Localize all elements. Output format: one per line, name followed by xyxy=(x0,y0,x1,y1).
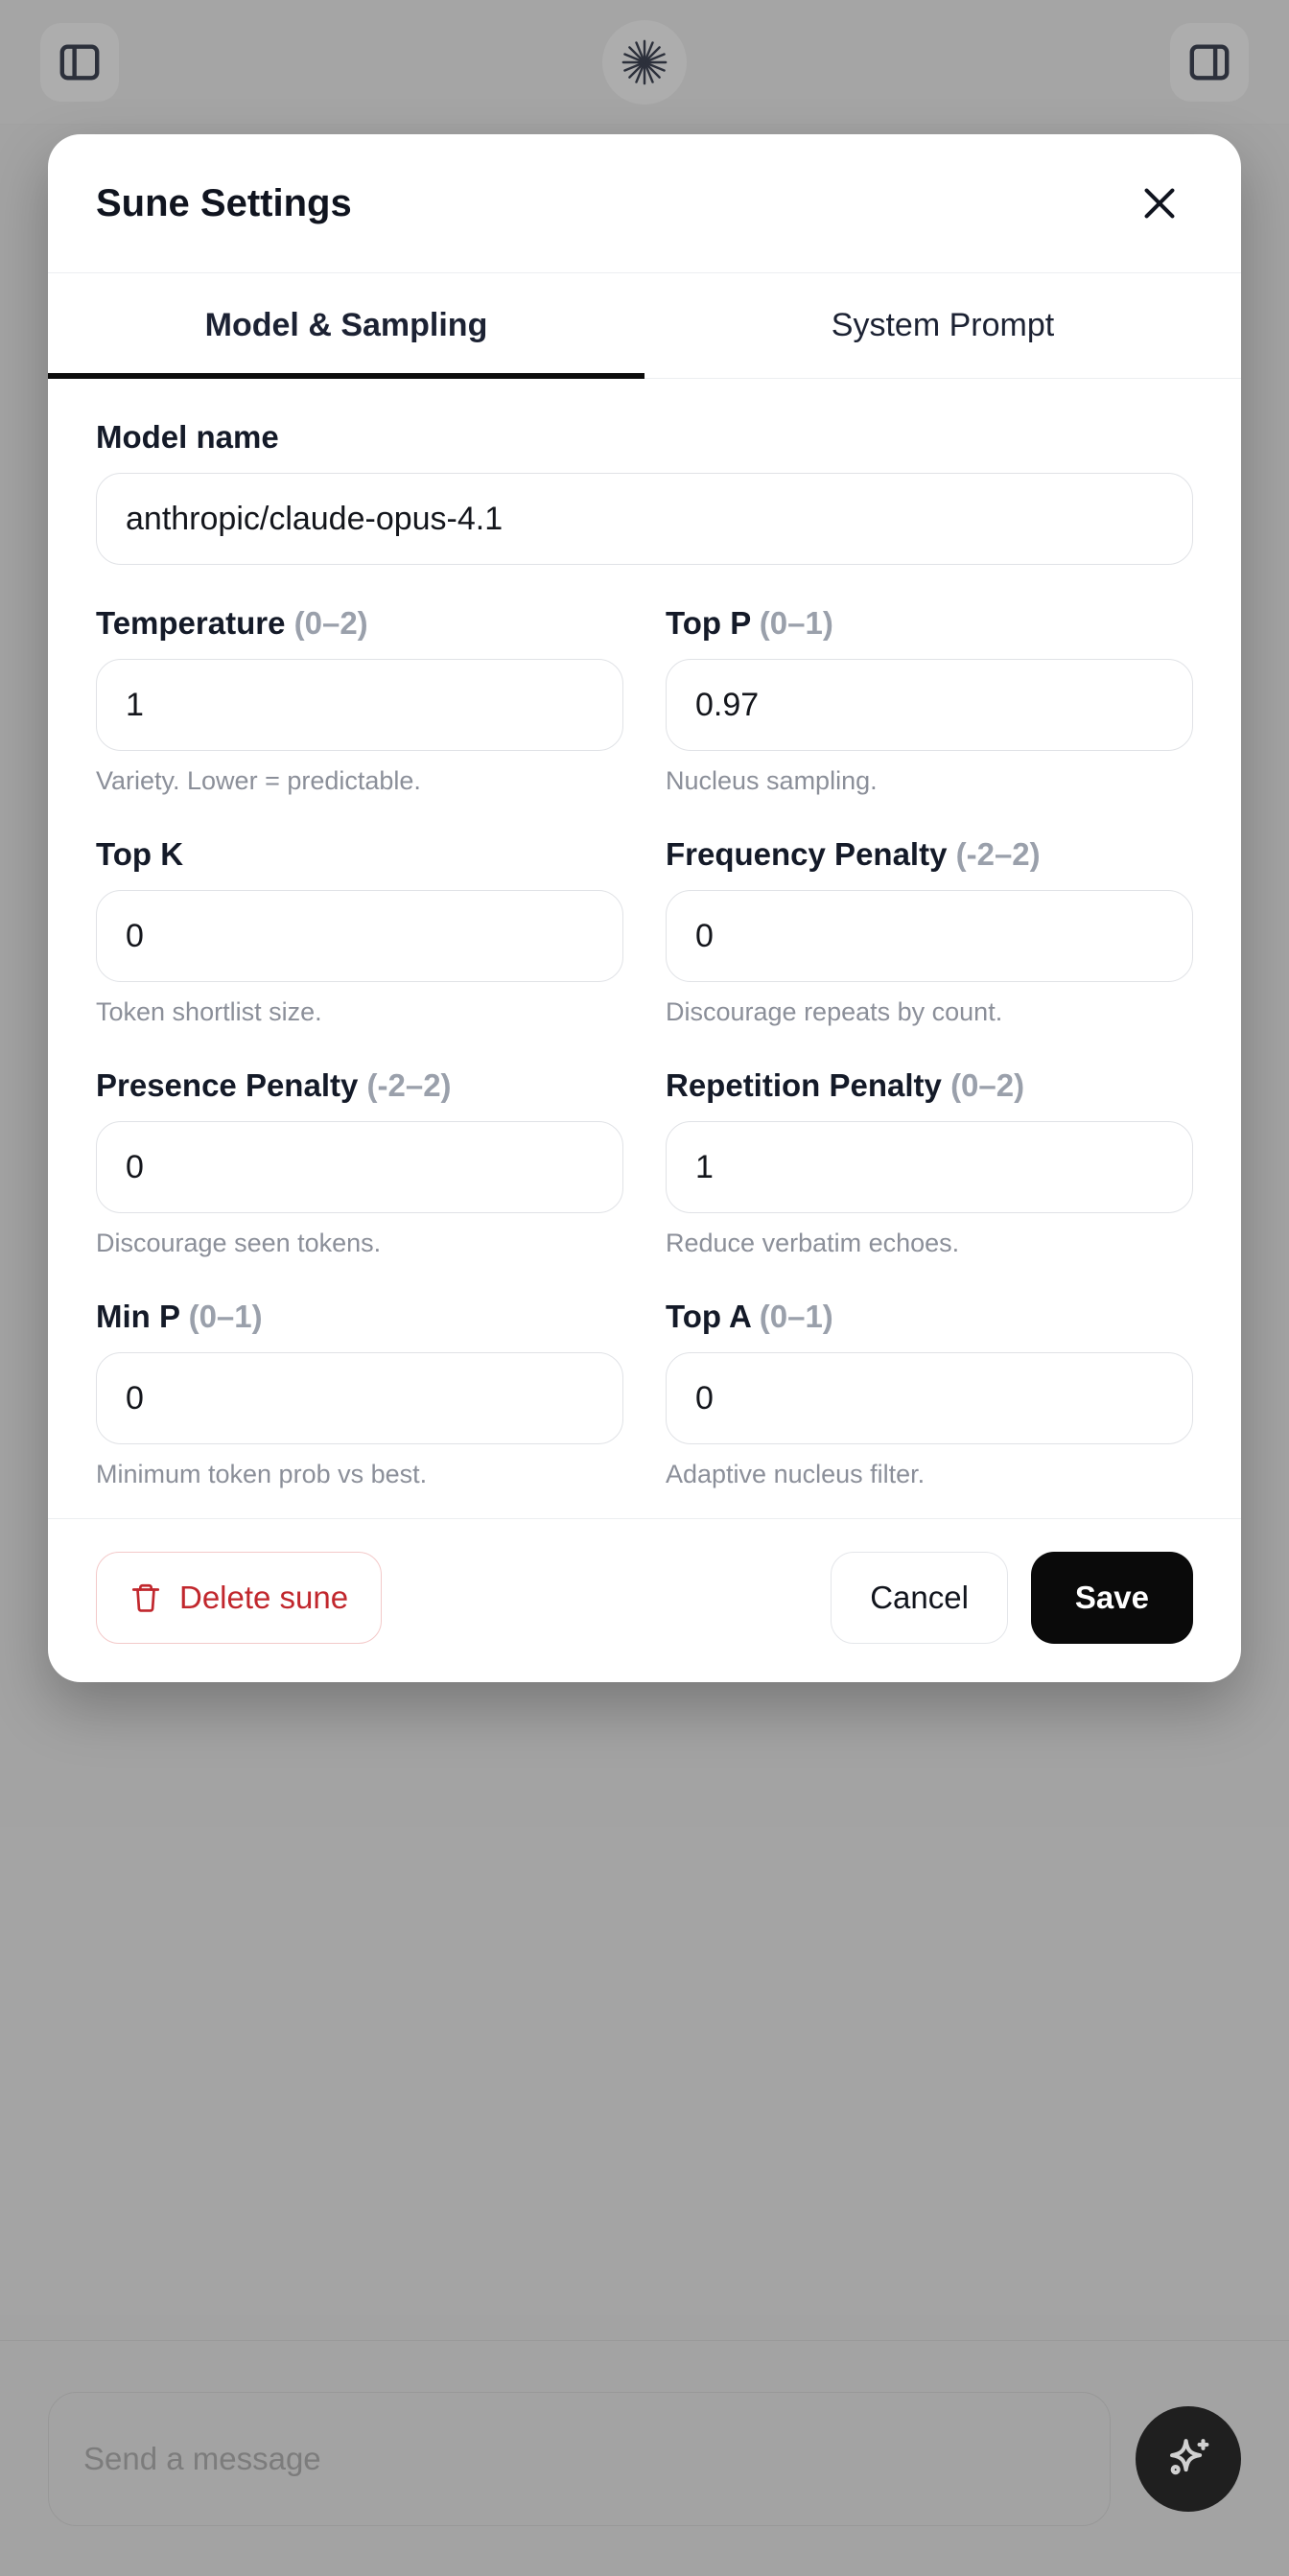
tab-label: Model & Sampling xyxy=(204,307,488,343)
label-text: Temperature xyxy=(96,605,286,641)
left-panel-toggle-button[interactable] xyxy=(40,22,119,102)
top-a-input[interactable]: 0 xyxy=(666,1352,1193,1444)
field-label: Repetition Penalty (0–2) xyxy=(666,1067,1193,1104)
field-value: 1 xyxy=(126,686,144,723)
sparkle-icon xyxy=(1170,2438,1209,2474)
tab-system-prompt[interactable]: System Prompt xyxy=(644,273,1241,378)
field-label: Frequency Penalty (-2–2) xyxy=(666,836,1193,873)
dialog-footer: Delete sune Cancel Save xyxy=(48,1518,1241,1682)
field-temperature: Temperature (0–2) 1 Variety. Lower = pre… xyxy=(96,605,623,796)
field-min-p: Min P (0–1) 0 Minimum token prob vs best… xyxy=(96,1299,623,1489)
close-button[interactable] xyxy=(1126,170,1193,237)
field-hint: Variety. Lower = predictable. xyxy=(96,766,421,795)
right-panel-toggle-icon xyxy=(1189,44,1230,80)
delete-sune-label: Delete sune xyxy=(179,1580,349,1615)
field-label: Top P (0–1) xyxy=(666,605,1193,642)
field-row: Presence Penalty (-2–2) 0 Discourage see… xyxy=(96,1067,1193,1258)
temperature-input[interactable]: 1 xyxy=(96,659,623,751)
repetition-penalty-input[interactable]: 1 xyxy=(666,1121,1193,1213)
top-p-input[interactable]: 0.97 xyxy=(666,659,1193,751)
starburst-logo-icon xyxy=(621,39,668,84)
field-frequency-penalty: Frequency Penalty (-2–2) 0 Discourage re… xyxy=(666,836,1193,1027)
field-top-a: Top A (0–1) 0 Adaptive nucleus filter. xyxy=(666,1299,1193,1489)
label-text: Top K xyxy=(96,836,184,872)
cancel-label: Cancel xyxy=(870,1580,969,1615)
field-hint: Discourage repeats by count. xyxy=(666,997,1003,1026)
label-text: Top P xyxy=(666,605,751,641)
send-button[interactable] xyxy=(1136,2405,1241,2512)
field-label: Top K xyxy=(96,836,623,873)
field-presence-penalty: Presence Penalty (-2–2) 0 Discourage see… xyxy=(96,1067,623,1258)
field-repetition-penalty: Repetition Penalty (0–2) 1 Reduce verbat… xyxy=(666,1067,1193,1258)
field-value: 0 xyxy=(126,1148,144,1185)
close-icon xyxy=(1144,188,1175,219)
field-hint: Minimum token prob vs best. xyxy=(96,1460,428,1488)
dialog-tabs: Model & Sampling System Prompt xyxy=(48,273,1241,379)
message-input[interactable]: Send a message xyxy=(48,2391,1111,2526)
delete-sune-button[interactable]: Delete sune xyxy=(96,1552,383,1644)
field-value: 0 xyxy=(126,1379,144,1417)
presence-penalty-input[interactable]: 0 xyxy=(96,1121,623,1213)
right-panel-toggle-button[interactable] xyxy=(1170,22,1249,102)
topbar-center xyxy=(602,19,687,105)
save-button[interactable]: Save xyxy=(1030,1552,1193,1644)
label-range: (-2–2) xyxy=(366,1067,452,1103)
field-hint: Adaptive nucleus filter. xyxy=(666,1460,926,1488)
label-range: (0–1) xyxy=(188,1299,263,1334)
label-range: (0–1) xyxy=(759,605,833,641)
tab-model-and-sampling[interactable]: Model & Sampling xyxy=(48,273,644,379)
field-top-p: Top P (0–1) 0.97 Nucleus sampling. xyxy=(666,605,1193,796)
cancel-button[interactable]: Cancel xyxy=(831,1552,1008,1644)
field-label: Temperature (0–2) xyxy=(96,605,623,642)
model-name-input[interactable]: anthropic/claude-opus-4.1 xyxy=(96,473,1193,565)
field-hint: Discourage seen tokens. xyxy=(96,1229,382,1257)
field-row: Top K 0 Token shortlist size. Frequency … xyxy=(96,836,1193,1027)
save-label: Save xyxy=(1074,1580,1149,1615)
field-value: 0 xyxy=(695,917,714,954)
label-range: (0–1) xyxy=(759,1299,833,1334)
field-top-k: Top K 0 Token shortlist size. xyxy=(96,836,623,1027)
model-name-field: Model name anthropic/claude-opus-4.1 xyxy=(96,419,1193,565)
label-range: (0–2) xyxy=(293,605,368,641)
min-p-input[interactable]: 0 xyxy=(96,1352,623,1444)
field-value: 0.97 xyxy=(695,686,760,723)
dialog-header: Sune Settings xyxy=(48,134,1241,273)
label-text: Repetition Penalty xyxy=(666,1067,942,1103)
tab-label: System Prompt xyxy=(831,307,1055,343)
model-name-value: anthropic/claude-opus-4.1 xyxy=(126,500,504,537)
top-bar xyxy=(0,0,1289,125)
field-hint: Nucleus sampling. xyxy=(666,766,878,795)
label-text: Min P xyxy=(96,1299,180,1334)
field-row: Temperature (0–2) 1 Variety. Lower = pre… xyxy=(96,605,1193,796)
top-k-input[interactable]: 0 xyxy=(96,890,623,982)
left-panel-toggle-icon xyxy=(59,44,100,80)
field-label: Top A (0–1) xyxy=(666,1299,1193,1335)
field-value: 0 xyxy=(126,917,144,954)
label-text: Top A xyxy=(666,1299,751,1334)
message-input-placeholder: Send a message xyxy=(83,2440,321,2476)
field-value: 1 xyxy=(695,1148,714,1185)
page-title: Sune Settings xyxy=(96,181,352,224)
label-text: Frequency Penalty xyxy=(666,836,948,872)
label-text: Presence Penalty xyxy=(96,1067,359,1103)
app-logo-button[interactable] xyxy=(602,19,687,105)
field-hint: Reduce verbatim echoes. xyxy=(666,1229,960,1257)
field-label: Min P (0–1) xyxy=(96,1299,623,1335)
sune-settings-dialog: Sune Settings Model & Sampling System Pr… xyxy=(48,134,1241,1682)
field-value: 0 xyxy=(695,1379,714,1417)
frequency-penalty-input[interactable]: 0 xyxy=(666,890,1193,982)
label-range: (0–2) xyxy=(950,1067,1025,1103)
trash-icon xyxy=(131,1583,160,1612)
model-name-label: Model name xyxy=(96,419,279,455)
footer-actions: Cancel Save xyxy=(831,1552,1193,1644)
composer-bar: Send a message xyxy=(0,2340,1289,2576)
field-hint: Token shortlist size. xyxy=(96,997,322,1026)
field-row: Min P (0–1) 0 Minimum token prob vs best… xyxy=(96,1299,1193,1489)
dialog-body: Model name anthropic/claude-opus-4.1 Tem… xyxy=(48,379,1241,1518)
field-label: Presence Penalty (-2–2) xyxy=(96,1067,623,1104)
label-range: (-2–2) xyxy=(955,836,1041,872)
